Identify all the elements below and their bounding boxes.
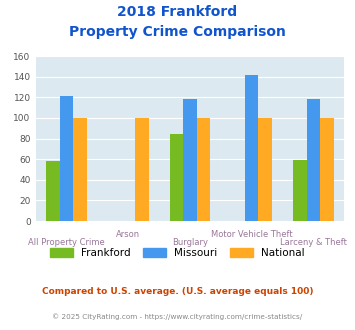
Text: Larceny & Theft: Larceny & Theft <box>280 238 347 247</box>
Legend: Frankford, Missouri, National: Frankford, Missouri, National <box>46 244 309 262</box>
Text: 2018 Frankford: 2018 Frankford <box>118 5 237 19</box>
Text: © 2025 CityRating.com - https://www.cityrating.com/crime-statistics/: © 2025 CityRating.com - https://www.city… <box>53 314 302 320</box>
Text: All Property Crime: All Property Crime <box>28 238 105 247</box>
Bar <box>293 160 307 221</box>
Bar <box>320 118 334 221</box>
Text: Compared to U.S. average. (U.S. average equals 100): Compared to U.S. average. (U.S. average … <box>42 287 313 296</box>
Text: Motor Vehicle Theft: Motor Vehicle Theft <box>211 230 293 239</box>
Bar <box>135 118 148 221</box>
Bar <box>73 118 87 221</box>
Text: Property Crime Comparison: Property Crime Comparison <box>69 25 286 39</box>
Bar <box>258 118 272 221</box>
Bar <box>46 161 60 221</box>
Text: Arson: Arson <box>116 230 140 239</box>
Bar <box>307 99 320 221</box>
Bar <box>245 75 258 221</box>
Bar <box>170 134 183 221</box>
Bar <box>183 99 197 221</box>
Bar <box>60 96 73 221</box>
Text: Burglary: Burglary <box>172 238 208 247</box>
Bar <box>197 118 210 221</box>
